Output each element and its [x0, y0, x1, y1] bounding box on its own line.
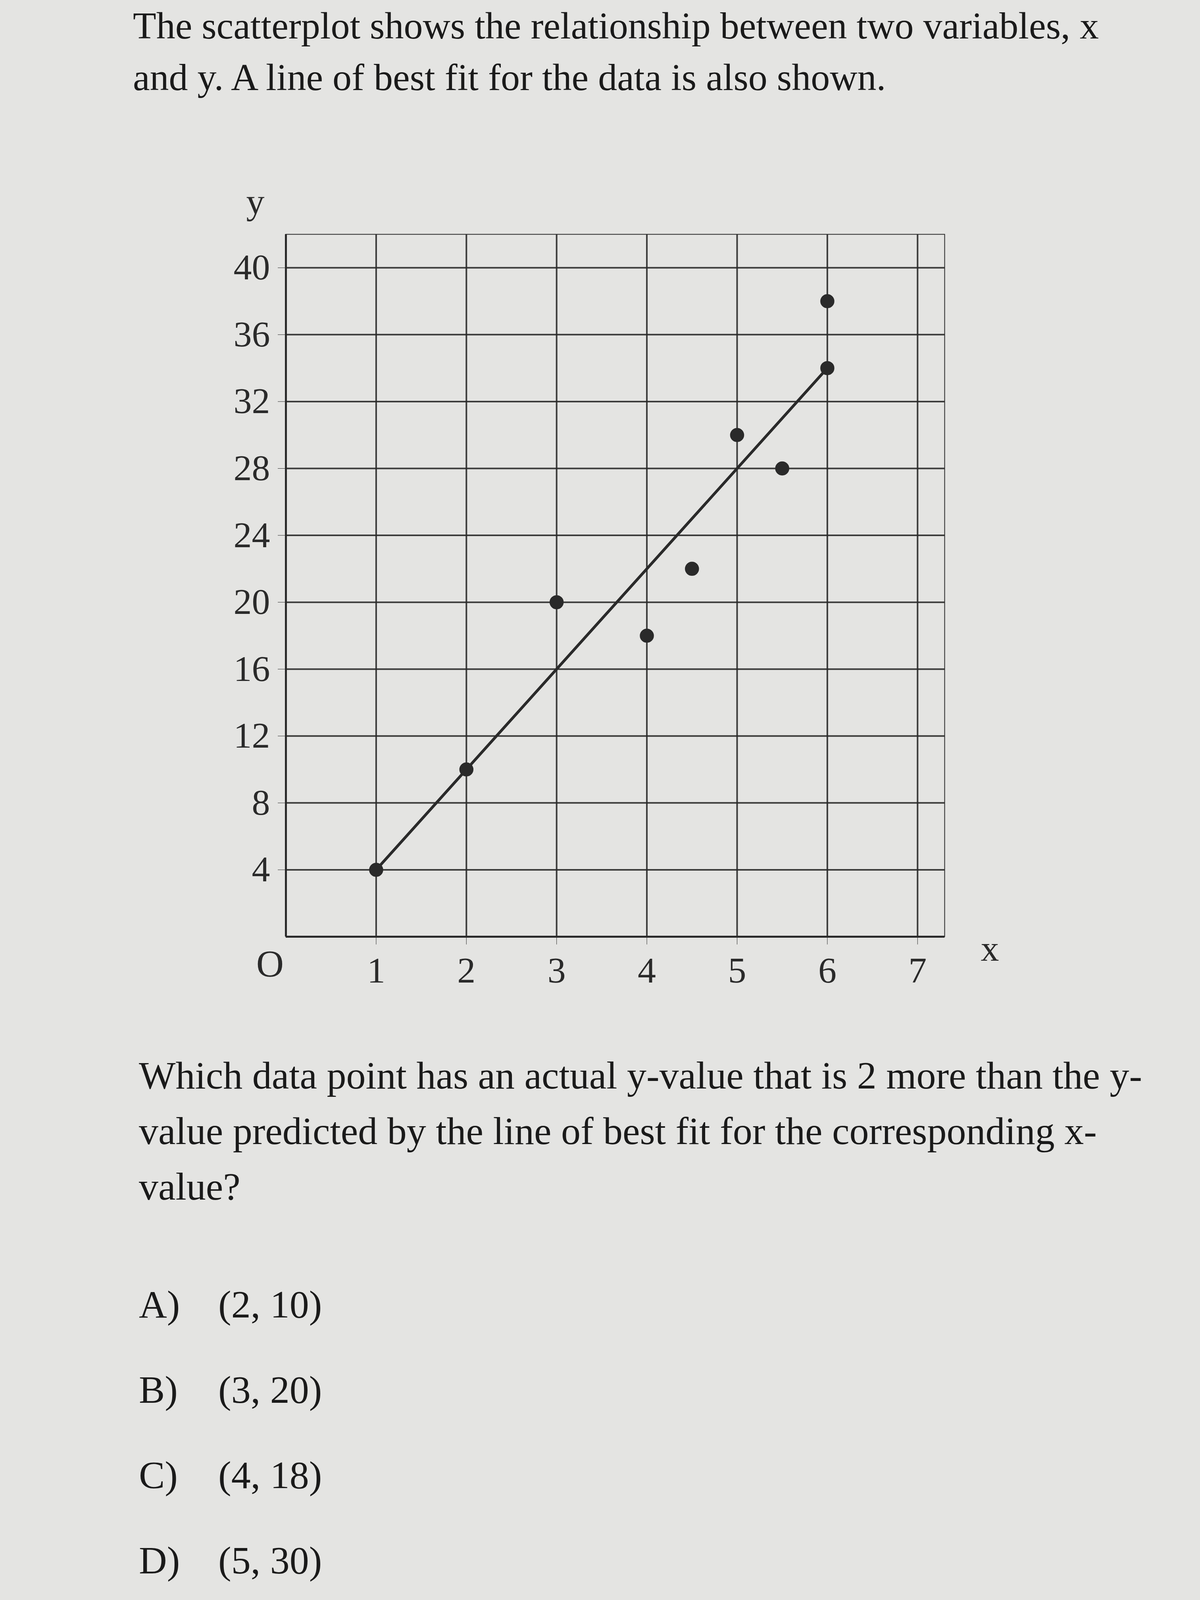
html-text:(4, 18): (4, 18) — [218, 1453, 322, 1497]
svg-text:24: 24 — [233, 514, 271, 556]
html-text:A): A) — [138, 1282, 180, 1326]
html-text:(3, 20): (3, 20) — [218, 1368, 322, 1412]
svg-text:20: 20 — [233, 581, 271, 622]
svg-text:16: 16 — [233, 648, 271, 689]
svg-text:32: 32 — [233, 380, 271, 422]
svg-text:1: 1 — [367, 950, 386, 991]
svg-text:3: 3 — [547, 950, 566, 991]
svg-text:O: O — [256, 942, 284, 985]
svg-text:40: 40 — [233, 246, 271, 288]
svg-text:8: 8 — [251, 782, 271, 823]
html-text:(5, 30): (5, 30) — [218, 1538, 322, 1582]
html-text:Which data point has an actual: Which data point has an actual y-value t… — [138, 1053, 1143, 1208]
html-text:The scatterplot shows the rela: The scatterplot shows the relationship b… — [132, 4, 1099, 99]
svg-text:4: 4 — [251, 848, 271, 890]
html-text:D): D) — [138, 1538, 180, 1582]
svg-text:x: x — [980, 928, 1000, 969]
svg-text:7: 7 — [908, 950, 927, 991]
html-text:C): C) — [138, 1453, 178, 1497]
svg-text:36: 36 — [233, 313, 271, 355]
svg-text:6: 6 — [818, 950, 837, 991]
html-text:(2, 10): (2, 10) — [218, 1282, 322, 1326]
svg-text:2: 2 — [457, 950, 476, 991]
html-text:B): B) — [138, 1368, 178, 1412]
svg-text:12: 12 — [233, 715, 271, 756]
svg-text:28: 28 — [233, 447, 271, 489]
svg-text:4: 4 — [637, 950, 656, 991]
svg-text:y: y — [246, 186, 265, 222]
svg-text:5: 5 — [727, 950, 747, 991]
